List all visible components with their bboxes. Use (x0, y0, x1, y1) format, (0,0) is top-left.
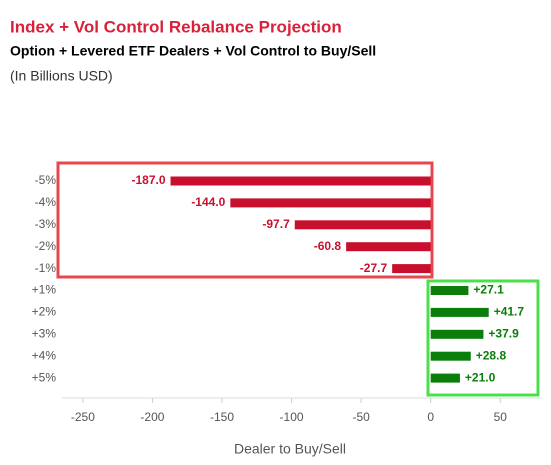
y-tick-label: +1% (32, 283, 57, 297)
y-tick-label: +4% (32, 348, 57, 362)
bar (430, 307, 489, 317)
bar (170, 176, 431, 186)
bar (430, 286, 469, 295)
x-tick-label: -150 (210, 410, 234, 424)
y-tick-label: -1% (35, 261, 57, 275)
x-tick-label: -100 (280, 410, 304, 424)
bar (392, 264, 431, 274)
bar (294, 220, 431, 230)
value-label: +41.7 (494, 305, 525, 319)
value-label: -60.8 (314, 239, 342, 253)
y-tick-label: -5% (35, 173, 57, 187)
y-tick-label: +2% (32, 305, 57, 319)
value-label: +21.0 (465, 370, 496, 384)
value-label: -97.7 (262, 217, 290, 231)
bar (430, 329, 484, 339)
chart-subtitle: Option + Levered ETF Dealers + Vol Contr… (10, 43, 376, 59)
y-tick-label: -3% (35, 217, 57, 231)
y-tick-label: +3% (32, 326, 57, 340)
bar (346, 242, 431, 252)
value-label: -27.7 (360, 261, 388, 275)
x-tick-label: -200 (140, 410, 164, 424)
x-tick-label: -50 (352, 410, 370, 424)
bar (430, 373, 460, 383)
bar (230, 198, 431, 208)
x-tick-label: 50 (494, 410, 508, 424)
value-label: +27.1 (473, 283, 504, 297)
value-label: -144.0 (191, 195, 225, 209)
y-tick-label: +5% (32, 370, 57, 384)
chart-title: Index + Vol Control Rebalance Projection (10, 17, 342, 36)
highlight-box-sell (56, 161, 434, 279)
bar (430, 351, 471, 361)
value-label: -187.0 (131, 173, 165, 187)
value-label: +37.9 (488, 326, 519, 340)
x-tick-label: 0 (427, 410, 434, 424)
x-tick-label: -250 (71, 410, 95, 424)
chart-note: (In Billions USD) (10, 68, 113, 84)
x-axis-title: Dealer to Buy/Sell (234, 441, 346, 457)
y-tick-label: -2% (35, 239, 57, 253)
value-label: +28.8 (476, 348, 507, 362)
highlight-box-buy (426, 279, 540, 397)
y-tick-label: -4% (35, 195, 57, 209)
